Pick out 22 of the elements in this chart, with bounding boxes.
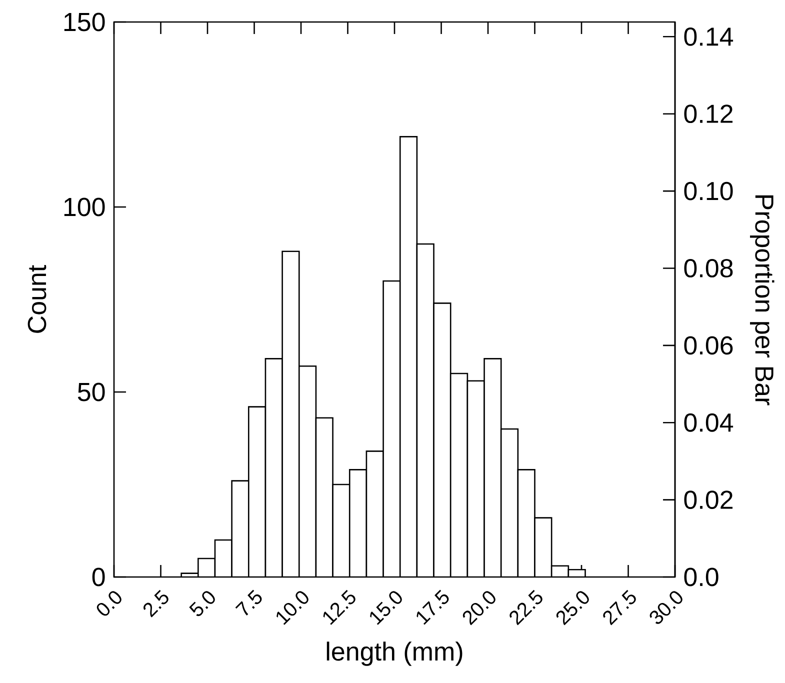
y2-tick-label: 0.0	[684, 568, 718, 586]
y-tick-label: 0	[92, 568, 105, 586]
y2-tick-label: 0.06	[684, 336, 733, 355]
x-tick-label: 10.0	[276, 591, 308, 625]
y-tick-label: 100	[64, 198, 105, 216]
y-axis-title: Count	[28, 265, 46, 333]
y2-tick-label: 0.12	[684, 104, 733, 124]
y-tick-label: 150	[64, 12, 105, 32]
y2-tick-label: 0.08	[684, 259, 733, 278]
x-tick-label: 7.5	[235, 590, 262, 616]
x-tick-label: 30.0	[650, 591, 682, 624]
y2-tick-label: 0.04	[684, 413, 734, 432]
y2-tick-label: 0.10	[684, 182, 733, 200]
x-tick-label: 5.0	[189, 591, 215, 616]
y2-tick-label: 0.14	[684, 27, 734, 46]
y-tick-label: 50	[78, 382, 105, 402]
x-tick-label: 2.5	[144, 590, 168, 618]
y2-axis-title: Proportion per Bar	[750, 195, 774, 406]
x-tick-label: 15.0	[370, 591, 402, 625]
x-axis-title: length (mm)	[326, 642, 462, 666]
x-tick-label: 0.0	[96, 591, 122, 616]
y2-tick-label: 0.02	[684, 490, 733, 510]
